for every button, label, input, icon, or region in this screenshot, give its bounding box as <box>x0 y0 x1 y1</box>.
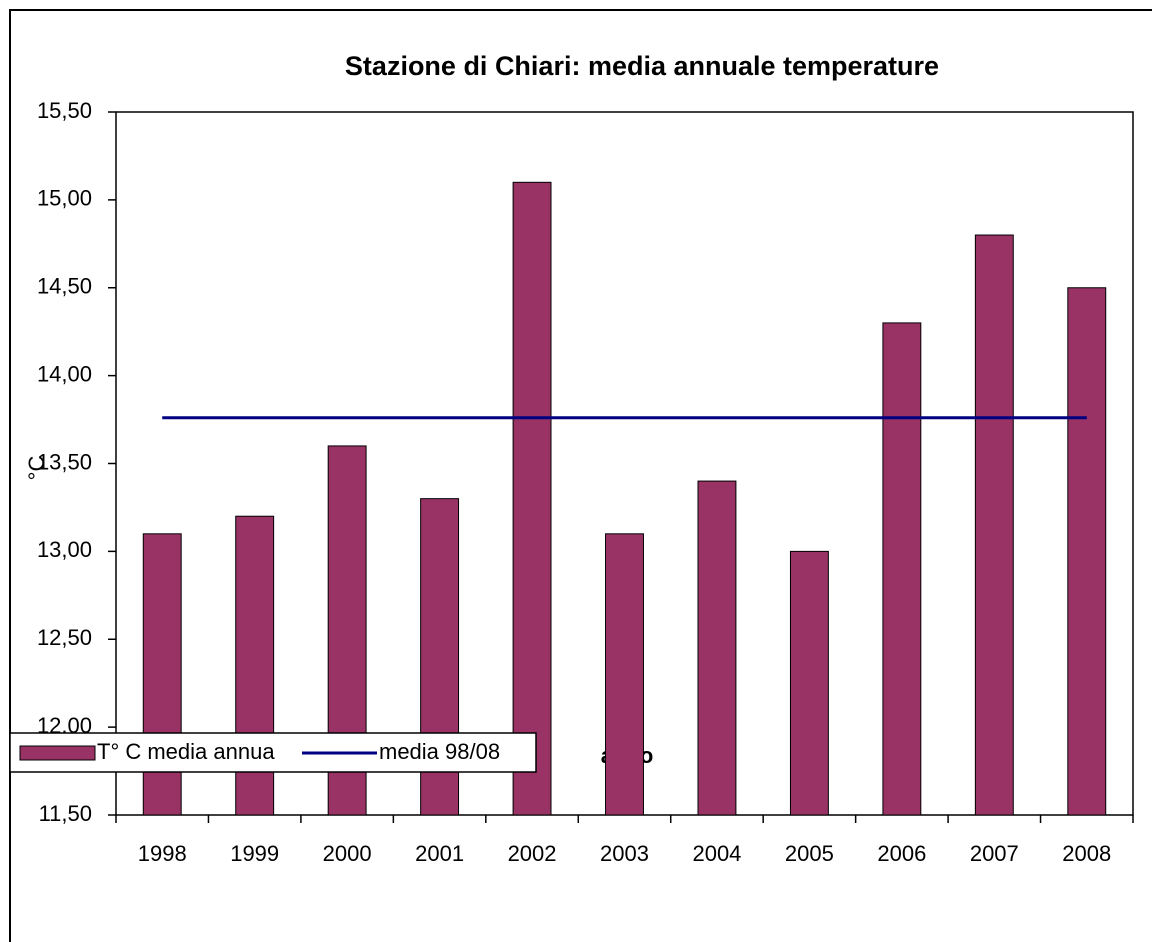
x-tick-label: 2007 <box>970 841 1019 866</box>
x-tick-label: 2005 <box>785 841 834 866</box>
x-tick-label: 2001 <box>415 841 464 866</box>
bar <box>142 533 182 816</box>
bar <box>605 533 644 816</box>
legend-box <box>9 732 537 773</box>
y-tick-label: 15,50 <box>37 98 92 123</box>
x-tick-label: 1998 <box>138 841 187 866</box>
y-tick-label: 15,00 <box>37 186 92 211</box>
x-tick-label: 2003 <box>600 841 649 866</box>
chart-title: Stazione di Chiari: media annuale temper… <box>345 51 939 81</box>
y-axis-label: °C <box>24 456 49 481</box>
x-tick-label: 1999 <box>230 841 279 866</box>
bar <box>512 181 552 816</box>
y-tick-label: 11,50 <box>39 801 92 826</box>
y-tick-label: 14,00 <box>37 361 92 386</box>
bar <box>789 550 829 816</box>
legend-label: T° C media annua <box>97 739 275 764</box>
bar <box>974 234 1014 816</box>
y-tick-label: 12,50 <box>37 625 92 650</box>
x-tick-label: 2004 <box>692 841 741 866</box>
x-tick-label: 2006 <box>877 841 926 866</box>
x-tick-label: 2008 <box>1062 841 1111 866</box>
bar <box>1067 287 1107 816</box>
y-tick-label: 13,00 <box>37 537 92 562</box>
y-tick-label: 14,50 <box>37 274 92 299</box>
y-tick-label: 13,50 <box>37 449 92 474</box>
legend-label: media 98/08 <box>379 739 500 764</box>
x-tick-label: 2000 <box>323 841 372 866</box>
legend-swatch <box>19 745 96 761</box>
x-tick-label: 2002 <box>508 841 557 866</box>
bar <box>882 322 922 816</box>
bar <box>697 480 737 816</box>
